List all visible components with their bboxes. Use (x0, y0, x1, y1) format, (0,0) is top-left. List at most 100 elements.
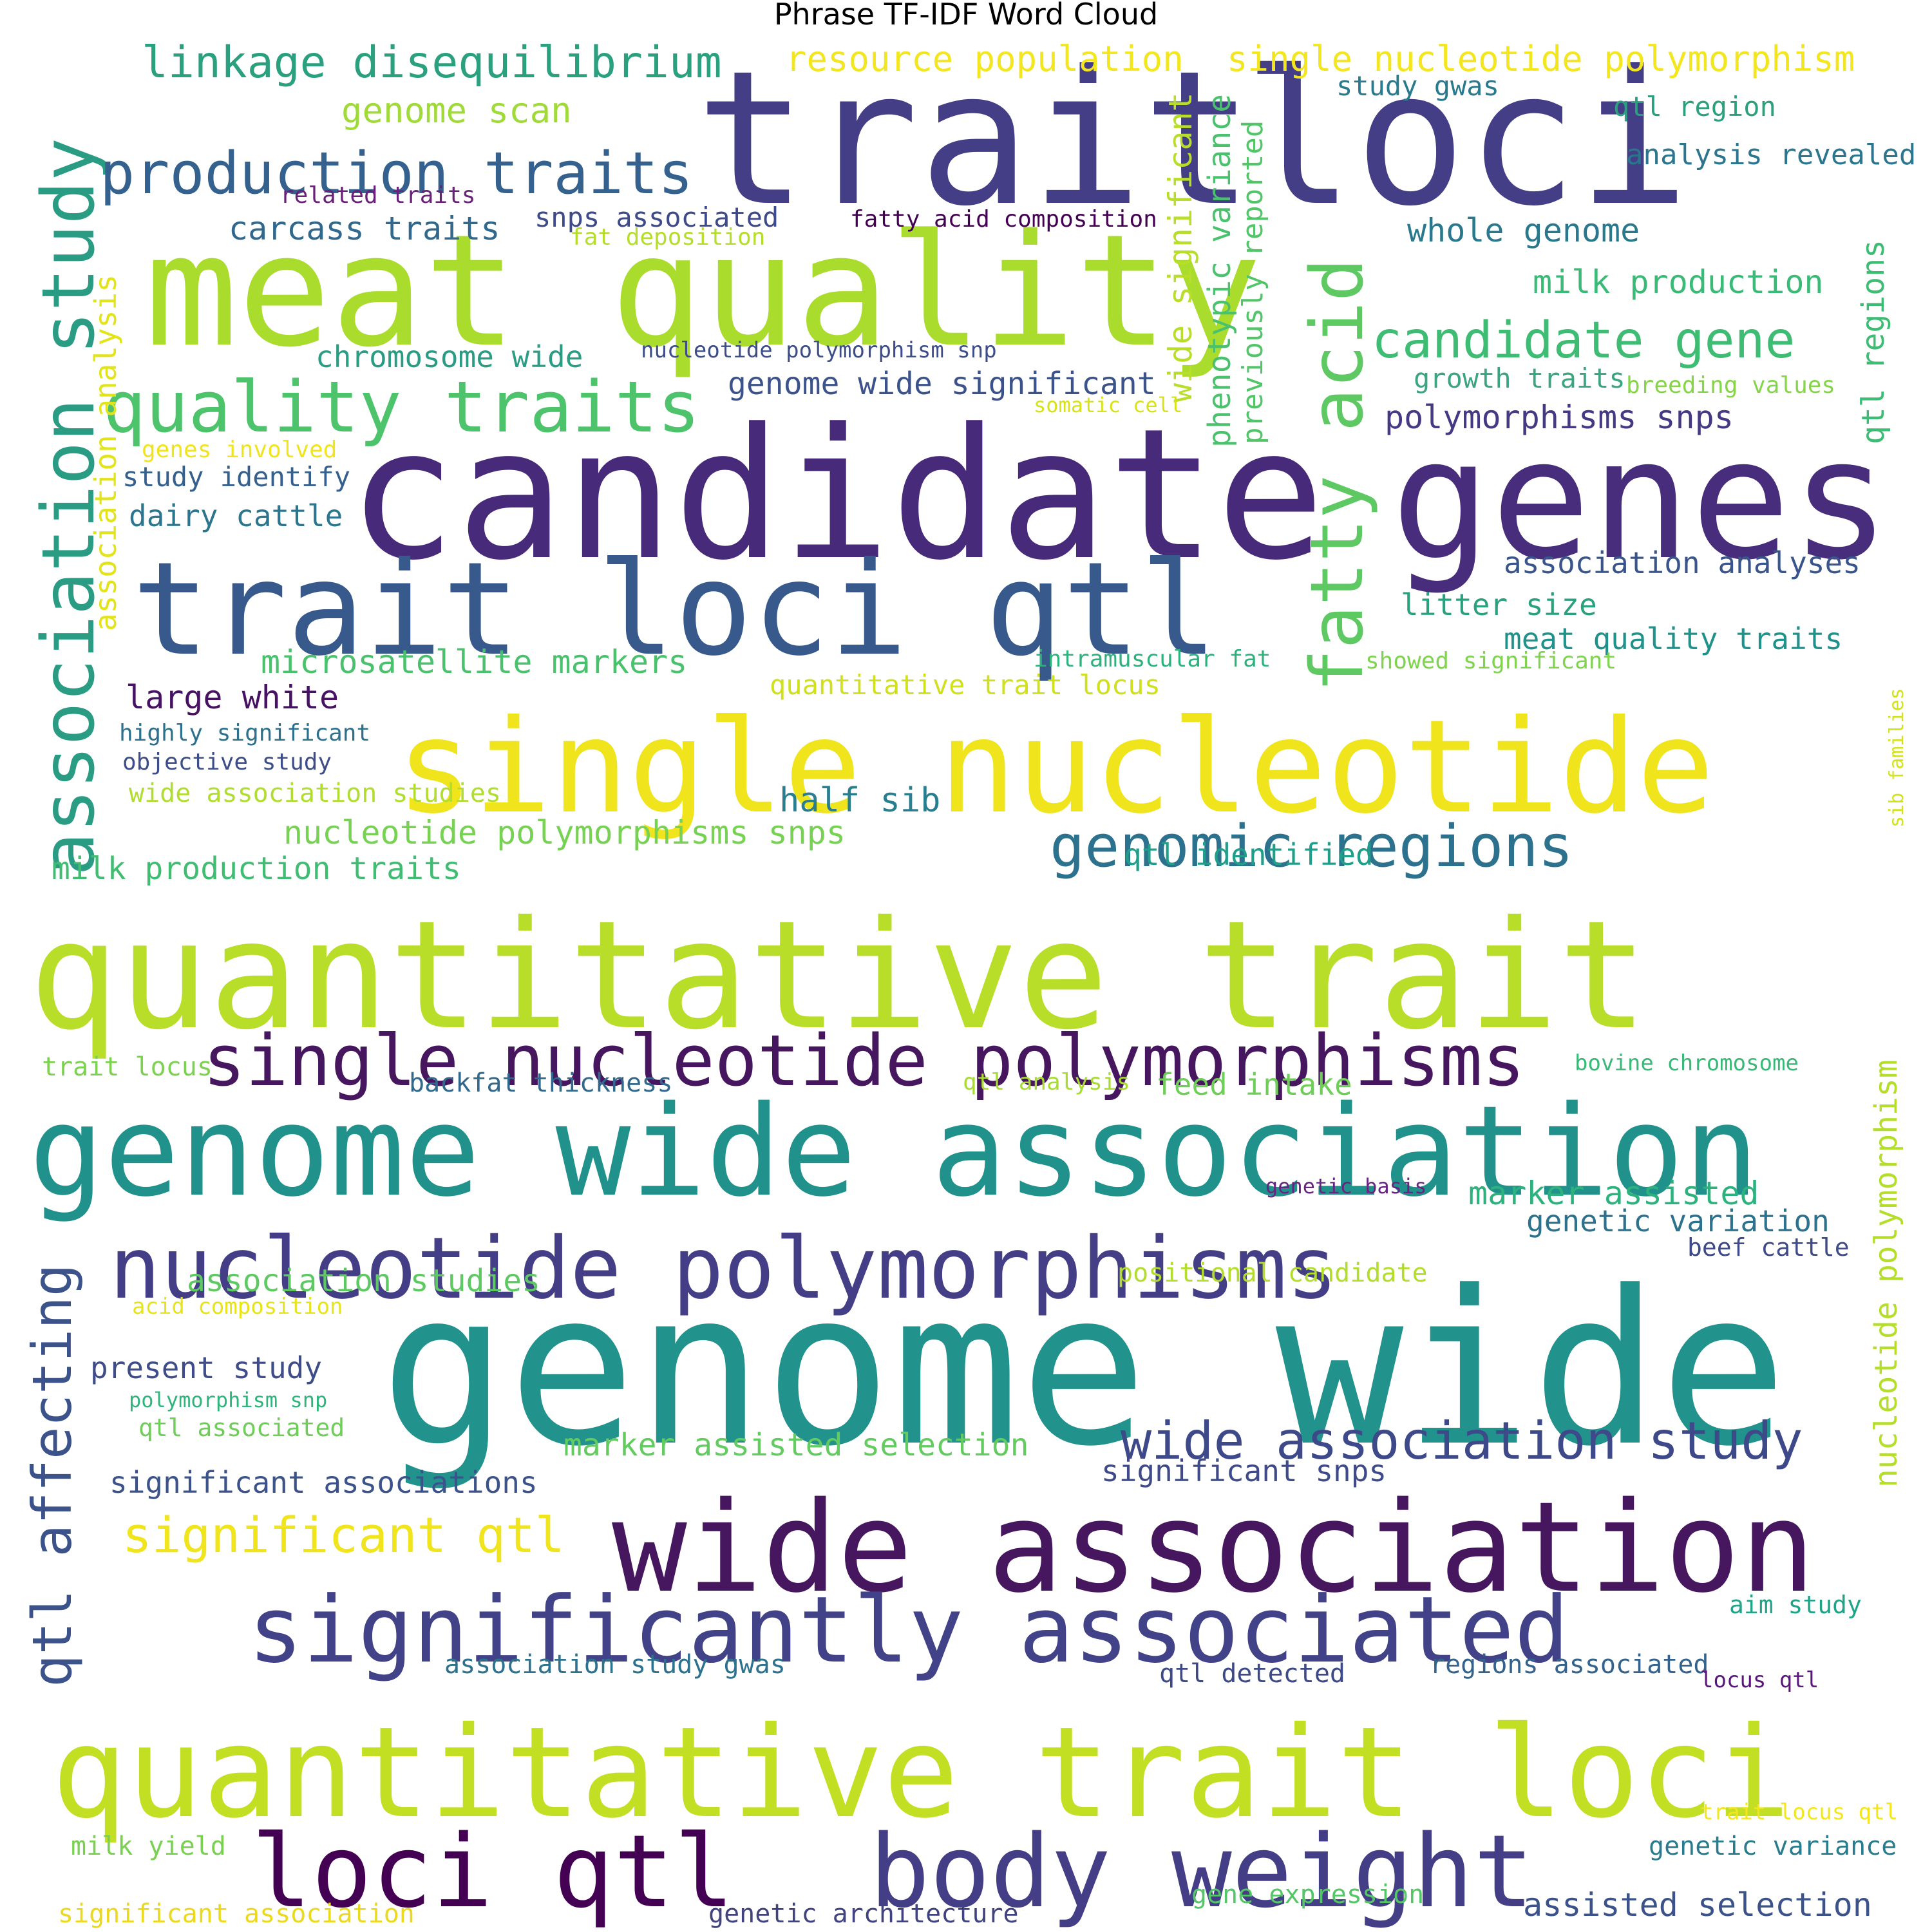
cloud-word: positional candidate (1117, 1258, 1428, 1288)
cloud-word: loci qtl (251, 1813, 734, 1930)
cloud-word: genome wide significant (728, 366, 1156, 402)
cloud-word: significant association (58, 1899, 415, 1929)
cloud-word: significant associations (109, 1465, 538, 1500)
cloud-word: assisted selection (1523, 1886, 1872, 1924)
cloud-word: association analysis (88, 274, 123, 631)
cloud-word: intramuscular fat (1034, 646, 1271, 672)
cloud-word: microsatellite markers (261, 643, 687, 681)
cloud-word: wide association (612, 1475, 1815, 1620)
cloud-word: sib families (1886, 688, 1908, 828)
cloud-word: regions associated (1430, 1650, 1709, 1680)
cloud-word: carcass traits (229, 210, 500, 247)
cloud-word: acid composition (132, 1294, 343, 1320)
cloud-word: meat quality (145, 201, 1262, 381)
cloud-word: locus qtl (1700, 1667, 1819, 1693)
cloud-word: genetic variation (1526, 1204, 1830, 1238)
cloud-word: milk yield (71, 1832, 226, 1861)
cloud-word: milk production traits (52, 851, 461, 887)
cloud-word: fatty acid (1296, 258, 1379, 692)
cloud-word: single nucleotide (396, 692, 1714, 842)
cloud-word: trait (696, 31, 1254, 247)
cloud-word: association study (27, 138, 111, 876)
cloud-word: polymorphisms snps (1385, 399, 1734, 436)
cloud-word: half sib (779, 781, 940, 820)
cloud-word: loci (1243, 31, 1690, 247)
cloud-word: qtl detected (1159, 1659, 1345, 1689)
cloud-word: whole genome (1407, 212, 1640, 249)
cloud-word: objective study (122, 749, 332, 775)
cloud-word: genes involved (142, 437, 337, 463)
cloud-word: meat quality traits (1504, 621, 1842, 656)
cloud-word: linkage disequilibrium (142, 37, 722, 88)
cloud-word: production traits (100, 140, 693, 207)
cloud-word: milk production (1533, 263, 1824, 301)
cloud-word: marker assisted (1468, 1175, 1759, 1212)
cloud-word: study identify (122, 461, 350, 493)
cloud-word: significant qtl (122, 1506, 564, 1564)
cloud-word: showed significant (1365, 648, 1616, 674)
cloud-word: fat deposition (570, 224, 765, 251)
cloud-word: qtl affecting (21, 1264, 84, 1687)
cloud-word: analysis revealed (1626, 138, 1916, 171)
cloud-word: candidate gene (1372, 312, 1795, 370)
cloud-word: polymorphism snp (129, 1388, 327, 1412)
cloud-word: quantitative trait locus (770, 669, 1160, 701)
cloud-word: trait locus qtl (1700, 1799, 1898, 1825)
cloud-word: genetic basis (1265, 1174, 1426, 1198)
cloud-word: qtl identified (1124, 837, 1374, 872)
cloud-word: wide significant (1162, 92, 1199, 402)
cloud-word: wide association studies (129, 779, 501, 808)
cloud-word: related traits (280, 182, 475, 209)
cloud-word: gene expression (1191, 1880, 1424, 1909)
cloud-word: backfat thickness (409, 1068, 672, 1098)
cloud-word: growth traits (1414, 363, 1625, 394)
cloud-word: chromosome wide (316, 339, 583, 374)
cloud-word: nucleotide polymorphisms (109, 1219, 1338, 1318)
cloud-word: breeding values (1626, 372, 1835, 399)
cloud-word: quantitative trait (29, 889, 1648, 1063)
cloud-word: dairy cattle (129, 498, 343, 533)
cloud-word: body weight (869, 1813, 1534, 1930)
cloud-word: litter size (1401, 587, 1597, 622)
cloud-word: genome wide (380, 1245, 1787, 1493)
cloud-word: study gwas (1336, 70, 1499, 102)
cloud-word: qtl associated (138, 1414, 345, 1442)
cloud-word: genetic architecture (708, 1899, 1019, 1929)
cloud-word: single nucleotide polymorphisms (203, 1019, 1525, 1102)
cloud-word: genes (1391, 403, 1890, 596)
cloud-word: genetic variance (1649, 1832, 1897, 1861)
cloud-word: marker assisted selection (564, 1427, 1028, 1463)
cloud-word: quantitative trait loci (52, 1700, 1790, 1846)
cloud-word: single nucleotide polymorphism (1227, 39, 1855, 79)
cloud-word: candidate (348, 390, 1325, 600)
cloud-word: phenotypic variance (1202, 94, 1238, 448)
cloud-word: highly significant (119, 720, 370, 746)
cloud-word: large white (126, 679, 339, 716)
cloud-word: feed intake (1156, 1067, 1352, 1102)
cloud-word: association studies (187, 1263, 540, 1299)
cloud-word: trait loci qtl (132, 535, 1218, 685)
cloud-word: fatty acid composition (850, 206, 1157, 232)
cloud-word: quality traits (103, 366, 700, 448)
cloud-word: significant snps (1101, 1454, 1387, 1488)
cloud-word: bovine chromosome (1575, 1050, 1799, 1076)
cloud-word: resource population (786, 39, 1184, 79)
cloud-word: qtl regions (1855, 240, 1891, 444)
cloud-word: present study (90, 1350, 322, 1385)
cloud-word: somatic cell (1034, 393, 1182, 417)
cloud-word: previously reported (1236, 120, 1269, 444)
cloud-word: qtl region (1613, 91, 1776, 122)
cloud-word: significantly associated (248, 1577, 1569, 1683)
chart-title: Phrase TF-IDF Word Cloud (774, 0, 1158, 32)
cloud-word: genome wide association (29, 1079, 1759, 1224)
cloud-word: association analyses (1504, 545, 1861, 580)
cloud-word: wide association study (1121, 1411, 1803, 1471)
cloud-word: nucleotide polymorphism snp (641, 337, 997, 363)
cloud-word: genome scan (341, 90, 572, 131)
cloud-word: beef cattle (1687, 1233, 1850, 1262)
cloud-word: nucleotide polymorphisms snps (283, 814, 846, 851)
cloud-word: trait locus (42, 1052, 213, 1082)
cloud-word: snps associated (535, 202, 779, 233)
